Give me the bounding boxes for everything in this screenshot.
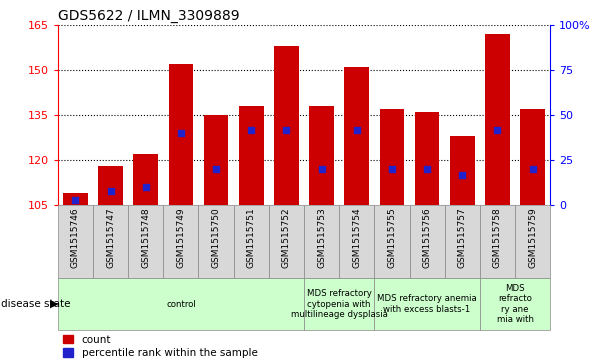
- Bar: [239, 106, 263, 205]
- Bar: [58, 278, 304, 330]
- Text: GSM1515757: GSM1515757: [458, 207, 467, 268]
- Point: [282, 127, 291, 132]
- Bar: [375, 278, 480, 330]
- Text: GSM1515755: GSM1515755: [387, 207, 396, 268]
- Bar: [58, 205, 93, 278]
- Text: control: control: [166, 299, 196, 309]
- Text: GSM1515747: GSM1515747: [106, 207, 115, 268]
- Bar: [450, 136, 475, 205]
- Bar: [168, 64, 193, 205]
- Bar: [133, 154, 158, 205]
- Bar: [345, 68, 369, 205]
- Point: [141, 184, 151, 190]
- Bar: [379, 109, 404, 205]
- Point: [106, 188, 116, 193]
- Text: GSM1515749: GSM1515749: [176, 207, 185, 268]
- Point: [528, 166, 537, 172]
- Bar: [204, 115, 229, 205]
- Bar: [128, 205, 164, 278]
- Point: [317, 166, 326, 172]
- Bar: [98, 166, 123, 205]
- Bar: [520, 109, 545, 205]
- Bar: [480, 278, 550, 330]
- Text: GSM1515759: GSM1515759: [528, 207, 537, 268]
- Bar: [410, 205, 444, 278]
- Point: [176, 130, 185, 136]
- Text: GDS5622 / ILMN_3309889: GDS5622 / ILMN_3309889: [58, 9, 240, 23]
- Point: [457, 172, 467, 178]
- Bar: [415, 112, 440, 205]
- Bar: [198, 205, 233, 278]
- Bar: [233, 205, 269, 278]
- Bar: [63, 193, 88, 205]
- Point: [246, 127, 256, 132]
- Legend: count, percentile rank within the sample: count, percentile rank within the sample: [63, 335, 258, 358]
- Bar: [304, 205, 339, 278]
- Point: [387, 166, 397, 172]
- Bar: [485, 34, 510, 205]
- Bar: [339, 205, 375, 278]
- Text: GSM1515753: GSM1515753: [317, 207, 326, 268]
- Text: GSM1515750: GSM1515750: [212, 207, 221, 268]
- Text: MDS
refracto
ry ane
mia with: MDS refracto ry ane mia with: [497, 284, 534, 324]
- Bar: [93, 205, 128, 278]
- Bar: [480, 205, 515, 278]
- Point: [492, 127, 502, 132]
- Point: [352, 127, 362, 132]
- Text: GSM1515758: GSM1515758: [493, 207, 502, 268]
- Text: MDS refractory
cytopenia with
multilineage dysplasia: MDS refractory cytopenia with multilinea…: [291, 289, 388, 319]
- Bar: [269, 205, 304, 278]
- Bar: [164, 205, 198, 278]
- Point: [422, 166, 432, 172]
- Bar: [515, 205, 550, 278]
- Point: [211, 166, 221, 172]
- Text: disease state: disease state: [1, 299, 70, 309]
- Text: GSM1515751: GSM1515751: [247, 207, 256, 268]
- Text: GSM1515752: GSM1515752: [282, 207, 291, 268]
- Text: MDS refractory anemia
with excess blasts-1: MDS refractory anemia with excess blasts…: [377, 294, 477, 314]
- Text: ▶: ▶: [50, 299, 59, 309]
- Text: GSM1515754: GSM1515754: [352, 207, 361, 268]
- Bar: [444, 205, 480, 278]
- Bar: [309, 106, 334, 205]
- Bar: [304, 278, 375, 330]
- Text: GSM1515748: GSM1515748: [141, 207, 150, 268]
- Point: [71, 197, 80, 203]
- Bar: [274, 46, 299, 205]
- Text: GSM1515746: GSM1515746: [71, 207, 80, 268]
- Text: GSM1515756: GSM1515756: [423, 207, 432, 268]
- Bar: [375, 205, 410, 278]
